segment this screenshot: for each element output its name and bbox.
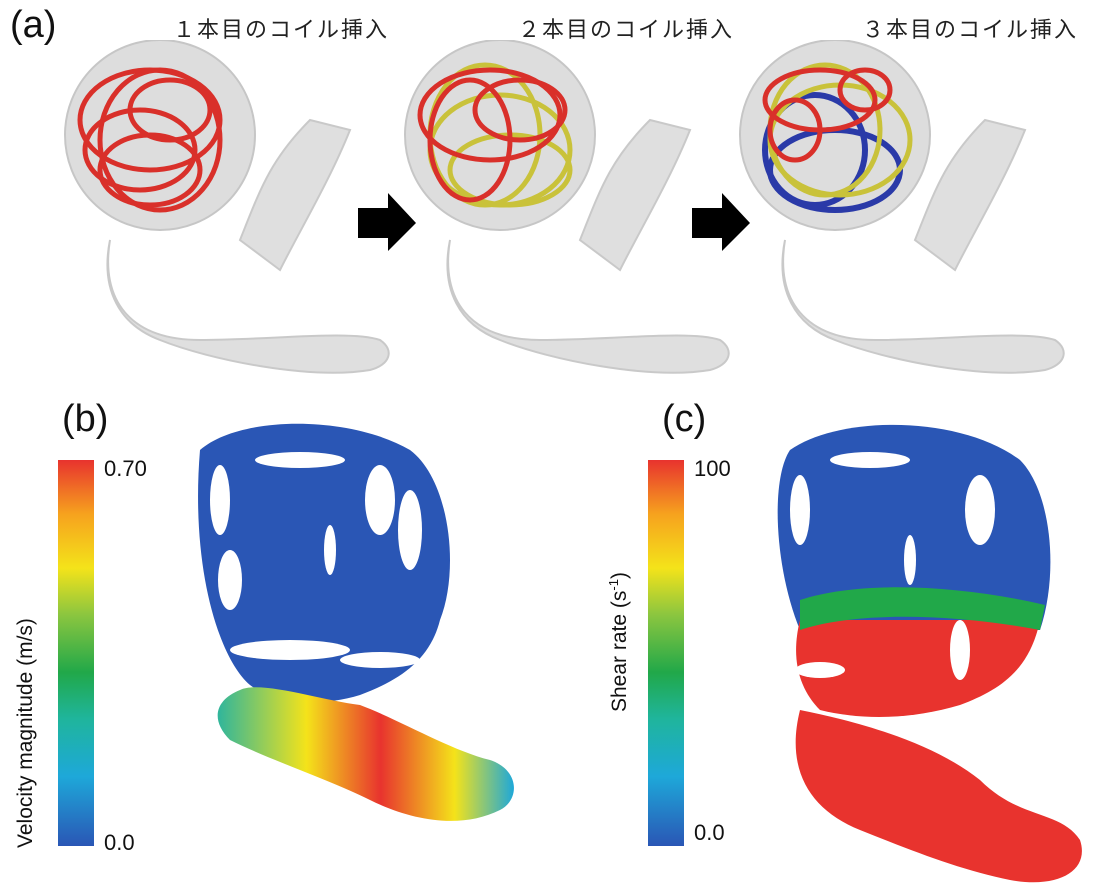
outflow-region: [795, 710, 1082, 883]
shear-title-sup: -1: [606, 579, 621, 591]
shear-title-end: ): [608, 572, 631, 580]
coil-voids: [210, 452, 422, 668]
coil-1: [417, 67, 568, 203]
shear-min-label: 0.0: [694, 820, 725, 845]
panel-a-label: (a): [10, 4, 57, 46]
vessel-shape: [106, 118, 390, 374]
coil-1: [77, 67, 223, 213]
velocity-colorbar-title: Velocity magnitude (m/s): [14, 618, 37, 848]
velocity-colorbar: [58, 460, 94, 846]
sac-region-lower: [796, 620, 1040, 717]
vessel-shape: [446, 118, 730, 374]
panel-c-label: (c): [662, 398, 707, 440]
aneurysm-render-1: [64, 40, 390, 374]
velocity-contour-map: [198, 423, 514, 821]
vessel-shape: [781, 118, 1065, 374]
step-3-label: ３本目のコイル挿入: [862, 18, 1079, 43]
shear-colorbar: [648, 460, 684, 846]
shear-rate-contour-map: [777, 424, 1082, 883]
arrow-right-icon: [358, 193, 416, 251]
aneurysm-render-2: [404, 40, 730, 374]
arrow-right-icon: [692, 193, 750, 251]
step-2-label: ２本目のコイル挿入: [518, 18, 735, 43]
shear-colorbar-title: Shear rate (s-1): [606, 572, 632, 712]
step-1-label: １本目のコイル挿入: [173, 18, 390, 43]
jet-region: [217, 687, 514, 821]
panel-b-label: (b): [62, 398, 109, 440]
coil-voids: [790, 452, 995, 680]
shear-title-main: Shear rate (s: [608, 590, 631, 712]
coil-1: [762, 67, 893, 163]
transition-band: [800, 587, 1045, 630]
aneurysm-render-3: [739, 40, 1065, 374]
velocity-min-label: 0.0: [104, 830, 135, 855]
velocity-max-label: 0.70: [104, 456, 147, 481]
shear-max-label: 100: [694, 456, 731, 481]
